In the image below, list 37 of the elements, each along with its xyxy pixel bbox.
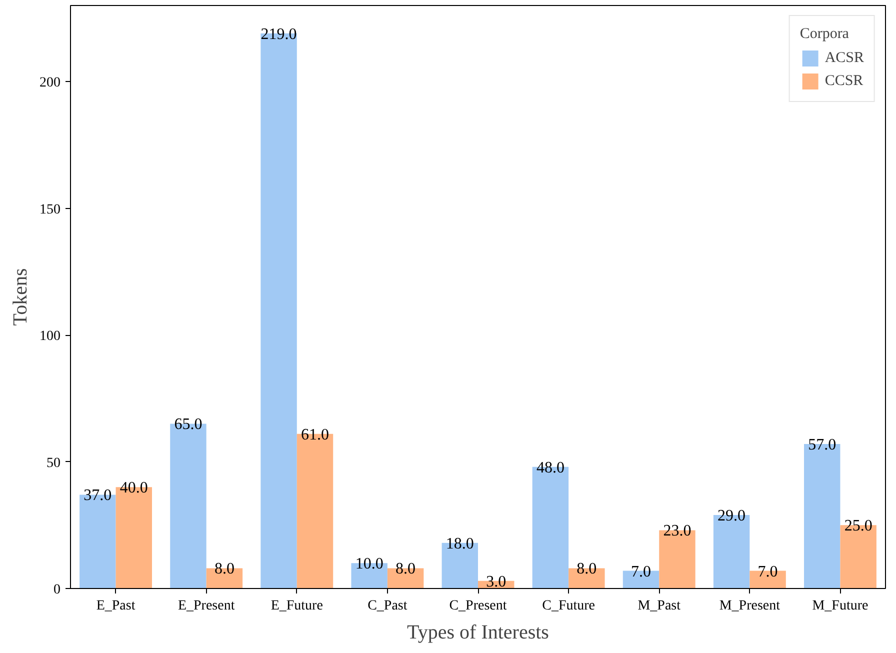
data-label: 29.0 xyxy=(718,507,746,524)
legend-label: ACSR xyxy=(824,50,864,66)
x-tick-label: E_Future xyxy=(270,598,323,614)
data-label: 40.0 xyxy=(120,480,148,497)
x-tick-label: M_Present xyxy=(719,598,780,614)
x-tick-label: C_Present xyxy=(449,598,507,614)
x-tick-label: E_Present xyxy=(178,598,235,614)
y-tick-label: 100 xyxy=(40,329,60,344)
x-tick-label: M_Future xyxy=(812,598,868,614)
data-label: 3.0 xyxy=(486,573,506,590)
data-label: 8.0 xyxy=(214,560,234,578)
data-label: 65.0 xyxy=(174,416,202,434)
y-tick-label: 200 xyxy=(40,76,60,91)
y-tick-label: 150 xyxy=(40,202,60,218)
x-tick-label: E_Past xyxy=(96,598,136,614)
data-label: 37.0 xyxy=(84,487,112,504)
data-label: 7.0 xyxy=(631,563,651,580)
data-label: 48.0 xyxy=(536,459,564,476)
y-axis-title: Tokens xyxy=(10,268,32,326)
x-axis-title: Types of Interests xyxy=(407,622,550,644)
data-label: 23.0 xyxy=(663,522,692,540)
x-tick-label: M_Past xyxy=(638,598,681,614)
data-label: 8.0 xyxy=(576,560,597,578)
data-label: 219.0 xyxy=(260,26,297,43)
data-label: 57.0 xyxy=(808,436,836,454)
legend-title: Corpora xyxy=(800,26,850,43)
data-label: 25.0 xyxy=(844,518,872,535)
data-label: 61.0 xyxy=(301,426,329,444)
data-label: 18.0 xyxy=(446,535,474,552)
x-tick-label: C_Past xyxy=(368,598,408,614)
data-label: 10.0 xyxy=(355,556,384,573)
legend-label: CCSR xyxy=(824,72,864,90)
y-tick-label: 50 xyxy=(46,456,60,471)
y-tick-label: 0 xyxy=(54,582,60,598)
x-tick-label: C_Future xyxy=(542,598,595,614)
data-label: 8.0 xyxy=(396,560,416,578)
data-label: 7.0 xyxy=(758,563,778,580)
